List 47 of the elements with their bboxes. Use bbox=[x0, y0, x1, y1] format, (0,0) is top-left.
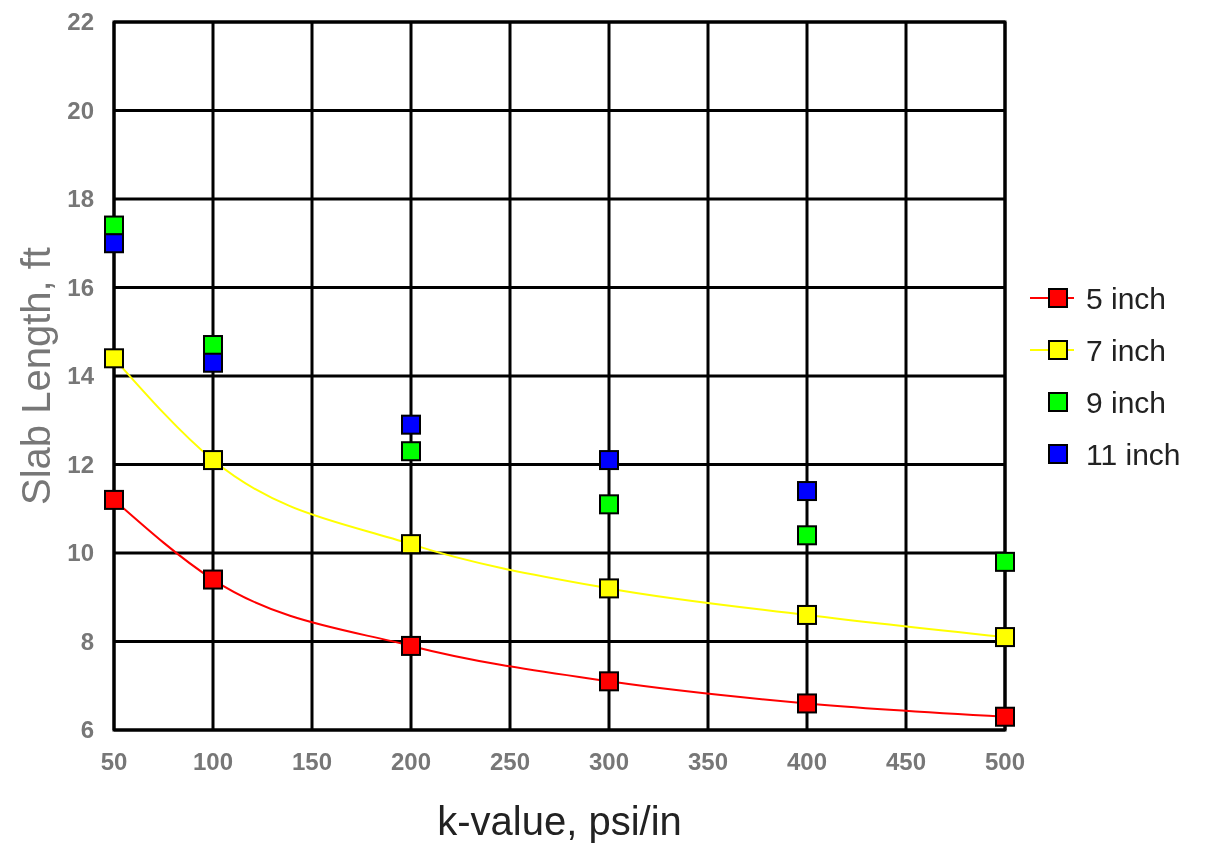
y-tick-label: 8 bbox=[80, 627, 94, 655]
y-tick-label: 10 bbox=[67, 539, 94, 566]
point bbox=[599, 578, 619, 599]
point bbox=[797, 525, 817, 546]
point bbox=[995, 627, 1015, 648]
y-tick-label: 14 bbox=[67, 362, 95, 389]
point bbox=[797, 604, 817, 625]
y-tick-label: 12 bbox=[67, 450, 94, 478]
point bbox=[797, 481, 817, 502]
point bbox=[599, 450, 619, 471]
y-tick-label: 16 bbox=[67, 273, 94, 301]
legend-label: 9 inch bbox=[1086, 386, 1167, 419]
point bbox=[401, 635, 421, 656]
y-axis-title: Slab Length, ft bbox=[14, 247, 58, 505]
y-tick-label: 18 bbox=[67, 185, 94, 212]
point bbox=[203, 569, 223, 590]
point bbox=[401, 441, 421, 462]
point bbox=[995, 706, 1015, 727]
x-axis-title: k-value, psi/in bbox=[437, 799, 682, 843]
y-tick-label: 20 bbox=[67, 96, 94, 124]
x-tick-label: 200 bbox=[390, 748, 432, 775]
x-tick-label: 350 bbox=[687, 748, 729, 775]
x-tick-label: 150 bbox=[291, 748, 333, 775]
y-tick-label: 22 bbox=[67, 8, 94, 35]
point bbox=[599, 494, 619, 515]
x-tick-label: 500 bbox=[984, 748, 1026, 775]
legend-label: 11 inch bbox=[1086, 438, 1181, 471]
x-tick-label: 400 bbox=[786, 748, 828, 775]
point bbox=[203, 335, 223, 356]
x-tick-label: 100 bbox=[192, 748, 234, 775]
point bbox=[203, 352, 223, 373]
point bbox=[104, 348, 124, 369]
point bbox=[203, 450, 223, 471]
point bbox=[797, 693, 817, 714]
y-tick-label: 6 bbox=[80, 716, 94, 743]
point bbox=[995, 551, 1015, 572]
point bbox=[599, 671, 619, 692]
point bbox=[104, 489, 124, 510]
x-tick-label: 50 bbox=[100, 748, 128, 775]
x-tick-label: 300 bbox=[588, 748, 630, 775]
x-tick-label: 450 bbox=[885, 748, 927, 775]
point bbox=[401, 534, 421, 555]
legend-label: 7 inch bbox=[1086, 334, 1167, 367]
point bbox=[401, 414, 421, 435]
point bbox=[104, 233, 124, 254]
x-tick-label: 250 bbox=[489, 748, 531, 775]
legend-label: 5 inch bbox=[1086, 282, 1167, 315]
